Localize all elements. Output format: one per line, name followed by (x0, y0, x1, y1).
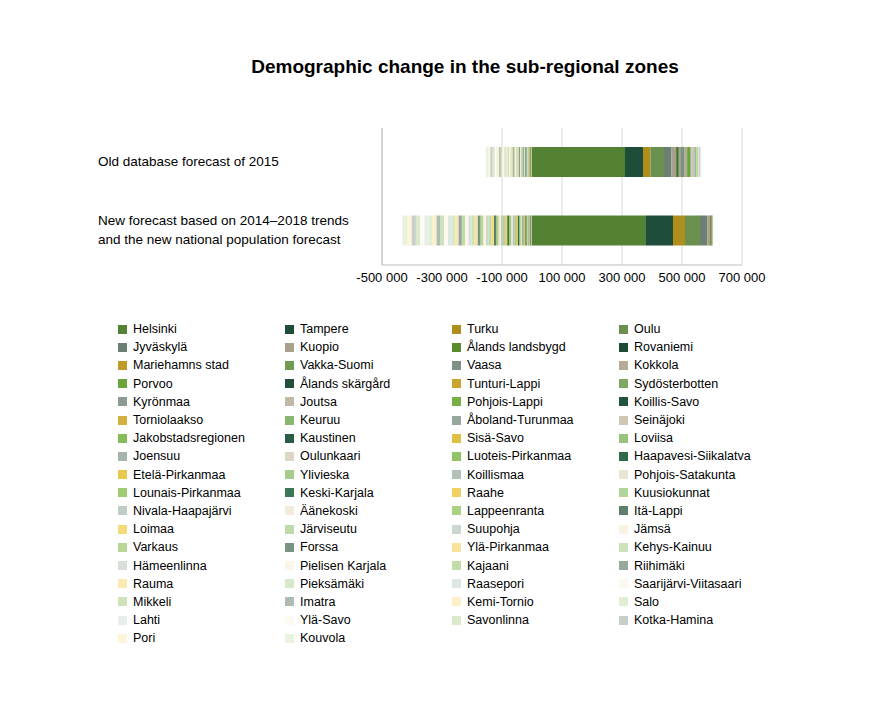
html-text:Koillis-Savo: Koillis-Savo (634, 394, 700, 409)
html-text:Kouvola: Kouvola (300, 631, 346, 646)
html-text:Kaustinen: Kaustinen (300, 431, 356, 446)
html-text:Savonlinna: Savonlinna (467, 613, 529, 628)
html-text:Ylä-Savo: Ylä-Savo (300, 613, 351, 628)
html-text:Kyrönmaa: Kyrönmaa (133, 394, 190, 409)
html-text:Joensuu: Joensuu (133, 449, 181, 464)
html-text:Kuusiokunnat: Kuusiokunnat (634, 485, 710, 500)
html-text:Riihimäki: Riihimäki (634, 558, 685, 573)
html-text:Tampere: Tampere (300, 322, 349, 337)
svg-text:300 000: 300 000 (599, 270, 646, 285)
svg-text:700 000: 700 000 (719, 270, 766, 285)
html-text:Suupohja: Suupohja (467, 522, 520, 537)
html-text:Kemi-Tornio: Kemi-Tornio (467, 594, 534, 609)
svg-text:Old database forecast of 2015: Old database forecast of 2015 (98, 154, 279, 169)
html-text:Kotka-Hamina: Kotka-Hamina (634, 613, 714, 628)
html-text:Pori: Pori (133, 631, 156, 646)
html-text:Pieksämäki: Pieksämäki (300, 576, 364, 591)
html-text:Itä-Lappi: Itä-Lappi (634, 504, 683, 518)
html-text:Jakobstadsregionen: Jakobstadsregionen (133, 431, 245, 446)
html-text:Joutsa: Joutsa (300, 394, 337, 409)
html-text:Rovaniemi: Rovaniemi (634, 340, 694, 355)
html-text:Jyväskylä: Jyväskylä (133, 340, 188, 355)
html-text:Vakka-Suomi: Vakka-Suomi (300, 358, 374, 373)
html-text:Rauma: Rauma (133, 576, 174, 591)
html-text:Pohjois-Satakunta: Pohjois-Satakunta (634, 467, 736, 482)
html-text:Varkaus: Varkaus (133, 540, 178, 555)
html-text:Mariehamns stad: Mariehamns stad (133, 358, 229, 373)
html-text:Ålands landsbygd: Ålands landsbygd (467, 340, 566, 355)
html-text:Oulunkaari: Oulunkaari (300, 449, 361, 464)
html-text:Ålands skärgård: Ålands skärgård (300, 376, 391, 391)
html-text:Salo: Salo (634, 594, 659, 609)
html-text:Jämsä: Jämsä (634, 522, 671, 537)
html-text:Kuopio: Kuopio (300, 340, 339, 355)
html-text:Porvoo: Porvoo (133, 376, 173, 391)
html-text:Sisä-Savo: Sisä-Savo (467, 431, 524, 446)
html-text:Turku: Turku (467, 322, 499, 337)
html-text:Forssa: Forssa (300, 540, 339, 555)
html-text:Haapavesi-Siikalatva: Haapavesi-Siikalatva (634, 449, 751, 464)
html-text:Seinäjoki: Seinäjoki (634, 413, 685, 427)
svg-text:100 000: 100 000 (539, 270, 586, 285)
html-text:Demographic change in the sub-: Demographic change in the sub-regional z… (251, 56, 679, 77)
svg-text:-300 000: -300 000 (416, 270, 467, 285)
html-text:Oulu: Oulu (634, 322, 661, 337)
html-text:Luoteis-Pirkanmaa: Luoteis-Pirkanmaa (467, 449, 572, 464)
html-text:Loviisa: Loviisa (634, 431, 673, 446)
html-text:Loimaa: Loimaa (133, 522, 174, 537)
html-text:Kehys-Kainuu: Kehys-Kainuu (634, 540, 712, 555)
html-text:Lounais-Pirkanmaa: Lounais-Pirkanmaa (133, 485, 241, 500)
html-text:Kajaani: Kajaani (467, 558, 509, 573)
html-text:Helsinki: Helsinki (133, 322, 177, 337)
html-text:Hämeenlinna: Hämeenlinna (133, 558, 207, 573)
html-text:Lahti: Lahti (133, 613, 161, 628)
html-text:Saarijärvi-Viitasaari: Saarijärvi-Viitasaari (634, 576, 742, 591)
svg-text:New forecast based on 2014–201: New forecast based on 2014–2018 trendsan… (98, 213, 349, 247)
html-text:Raahe: Raahe (467, 485, 504, 500)
html-text:Sydösterbotten: Sydösterbotten (634, 376, 719, 391)
html-text:Tunturi-Lappi: Tunturi-Lappi (467, 376, 541, 391)
html-text:Åboland-Turunmaa: Åboland-Turunmaa (467, 413, 574, 427)
svg-text:-500 000: -500 000 (356, 270, 407, 285)
html-text:Etelä-Pirkanmaa: Etelä-Pirkanmaa (133, 467, 226, 482)
html-text:Imatra: Imatra (300, 594, 336, 609)
html-text:Lappeenranta: Lappeenranta (467, 504, 545, 518)
html-text:Äänekoski: Äänekoski (300, 504, 358, 518)
html-text:Järviseutu: Järviseutu (300, 522, 357, 537)
html-text:Kokkola: Kokkola (634, 358, 679, 373)
html-text:Nivala-Haapajärvi: Nivala-Haapajärvi (133, 504, 232, 518)
html-text:Ylä-Pirkanmaa: Ylä-Pirkanmaa (467, 540, 549, 555)
svg-text:-100 000: -100 000 (476, 270, 527, 285)
html-text:Pohjois-Lappi: Pohjois-Lappi (467, 394, 543, 409)
html-text:Pielisen Karjala: Pielisen Karjala (300, 558, 387, 573)
html-text:Raasepori: Raasepori (467, 576, 524, 591)
html-text:Koillismaa: Koillismaa (467, 467, 524, 482)
html-text:Mikkeli: Mikkeli (133, 594, 172, 609)
html-text:Vaasa: Vaasa (467, 358, 502, 373)
html-text:Keuruu: Keuruu (300, 413, 341, 427)
svg-text:500 000: 500 000 (659, 270, 706, 285)
html-text:Keski-Karjala: Keski-Karjala (300, 485, 374, 500)
html-text:Torniolaakso: Torniolaakso (133, 413, 204, 427)
html-text:Ylivieska: Ylivieska (300, 467, 350, 482)
